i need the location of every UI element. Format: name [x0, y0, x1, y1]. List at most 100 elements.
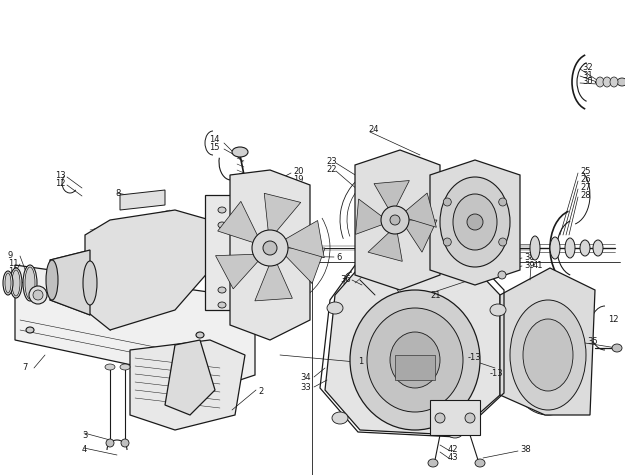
Polygon shape [278, 248, 325, 284]
Text: 23: 23 [326, 158, 337, 167]
Text: 5: 5 [302, 262, 308, 270]
Ellipse shape [499, 198, 507, 206]
Ellipse shape [381, 206, 409, 234]
Polygon shape [368, 226, 402, 261]
Text: 41: 41 [533, 260, 544, 269]
Text: 14: 14 [209, 135, 219, 144]
Text: 38: 38 [524, 253, 535, 262]
Text: 26: 26 [580, 175, 591, 184]
Ellipse shape [218, 207, 226, 213]
Text: -13: -13 [490, 369, 504, 378]
Ellipse shape [447, 426, 463, 438]
Polygon shape [165, 340, 215, 415]
Ellipse shape [367, 308, 463, 412]
Text: 1: 1 [358, 358, 363, 367]
Text: -13: -13 [468, 352, 482, 361]
Text: 20: 20 [293, 168, 304, 177]
Ellipse shape [120, 364, 130, 370]
Ellipse shape [196, 332, 204, 338]
Ellipse shape [390, 215, 400, 225]
Ellipse shape [428, 459, 438, 467]
Ellipse shape [218, 302, 226, 308]
Ellipse shape [33, 290, 43, 300]
Text: 28: 28 [580, 191, 591, 200]
Ellipse shape [617, 78, 625, 86]
Text: 31: 31 [582, 70, 592, 79]
Text: 37: 37 [400, 274, 411, 283]
Polygon shape [217, 201, 262, 246]
Polygon shape [399, 193, 436, 228]
Polygon shape [205, 195, 240, 310]
Text: 19: 19 [293, 175, 304, 184]
Ellipse shape [23, 265, 37, 301]
Text: 36: 36 [340, 276, 351, 285]
Text: 6: 6 [336, 254, 341, 263]
Text: 3: 3 [82, 430, 88, 439]
Ellipse shape [218, 287, 226, 293]
Ellipse shape [603, 77, 611, 87]
Polygon shape [15, 265, 255, 385]
Text: 30: 30 [582, 77, 592, 86]
Ellipse shape [523, 319, 573, 391]
Text: 22: 22 [326, 165, 336, 174]
Text: 24: 24 [368, 125, 379, 134]
Text: 7: 7 [22, 363, 28, 372]
Polygon shape [85, 210, 210, 330]
Polygon shape [430, 160, 520, 285]
Ellipse shape [218, 222, 226, 228]
Ellipse shape [332, 412, 348, 424]
Ellipse shape [350, 290, 480, 430]
Text: 33: 33 [300, 383, 311, 392]
Text: 4: 4 [82, 446, 88, 455]
Ellipse shape [443, 238, 451, 246]
Text: 27: 27 [580, 183, 591, 192]
Text: 39: 39 [524, 260, 534, 269]
Ellipse shape [490, 304, 506, 316]
Ellipse shape [612, 344, 622, 352]
Polygon shape [50, 250, 90, 315]
Ellipse shape [26, 292, 34, 298]
Polygon shape [120, 190, 165, 210]
Ellipse shape [106, 439, 114, 447]
Ellipse shape [46, 260, 58, 300]
Text: 12: 12 [608, 315, 619, 324]
Ellipse shape [499, 238, 507, 246]
Text: 35: 35 [587, 338, 598, 346]
Ellipse shape [467, 214, 483, 230]
Polygon shape [401, 220, 437, 252]
Text: 10: 10 [8, 266, 19, 276]
Ellipse shape [83, 261, 97, 305]
Polygon shape [355, 150, 440, 290]
Text: 42: 42 [448, 446, 459, 455]
Text: 40: 40 [422, 399, 432, 408]
Ellipse shape [12, 270, 20, 296]
Polygon shape [374, 180, 409, 215]
Ellipse shape [10, 268, 22, 298]
Ellipse shape [3, 271, 13, 295]
Text: 34: 34 [300, 373, 311, 382]
Ellipse shape [475, 459, 485, 467]
Ellipse shape [29, 286, 47, 304]
Ellipse shape [232, 147, 248, 157]
Ellipse shape [498, 271, 506, 279]
Ellipse shape [530, 236, 540, 260]
Ellipse shape [435, 413, 445, 423]
Ellipse shape [26, 327, 34, 333]
Ellipse shape [550, 237, 560, 259]
Text: 2: 2 [258, 388, 263, 397]
Polygon shape [430, 400, 480, 435]
Ellipse shape [465, 413, 475, 423]
Text: 8: 8 [115, 189, 121, 198]
Polygon shape [255, 255, 292, 301]
Text: 15: 15 [209, 143, 219, 152]
Ellipse shape [440, 177, 510, 267]
Ellipse shape [327, 302, 343, 314]
Text: 18: 18 [285, 240, 296, 249]
Polygon shape [130, 340, 245, 430]
Text: 12: 12 [55, 180, 66, 189]
Text: 9: 9 [8, 250, 13, 259]
Polygon shape [500, 268, 595, 415]
Ellipse shape [593, 240, 603, 256]
Text: 9: 9 [8, 275, 13, 284]
Text: 13: 13 [55, 171, 66, 180]
